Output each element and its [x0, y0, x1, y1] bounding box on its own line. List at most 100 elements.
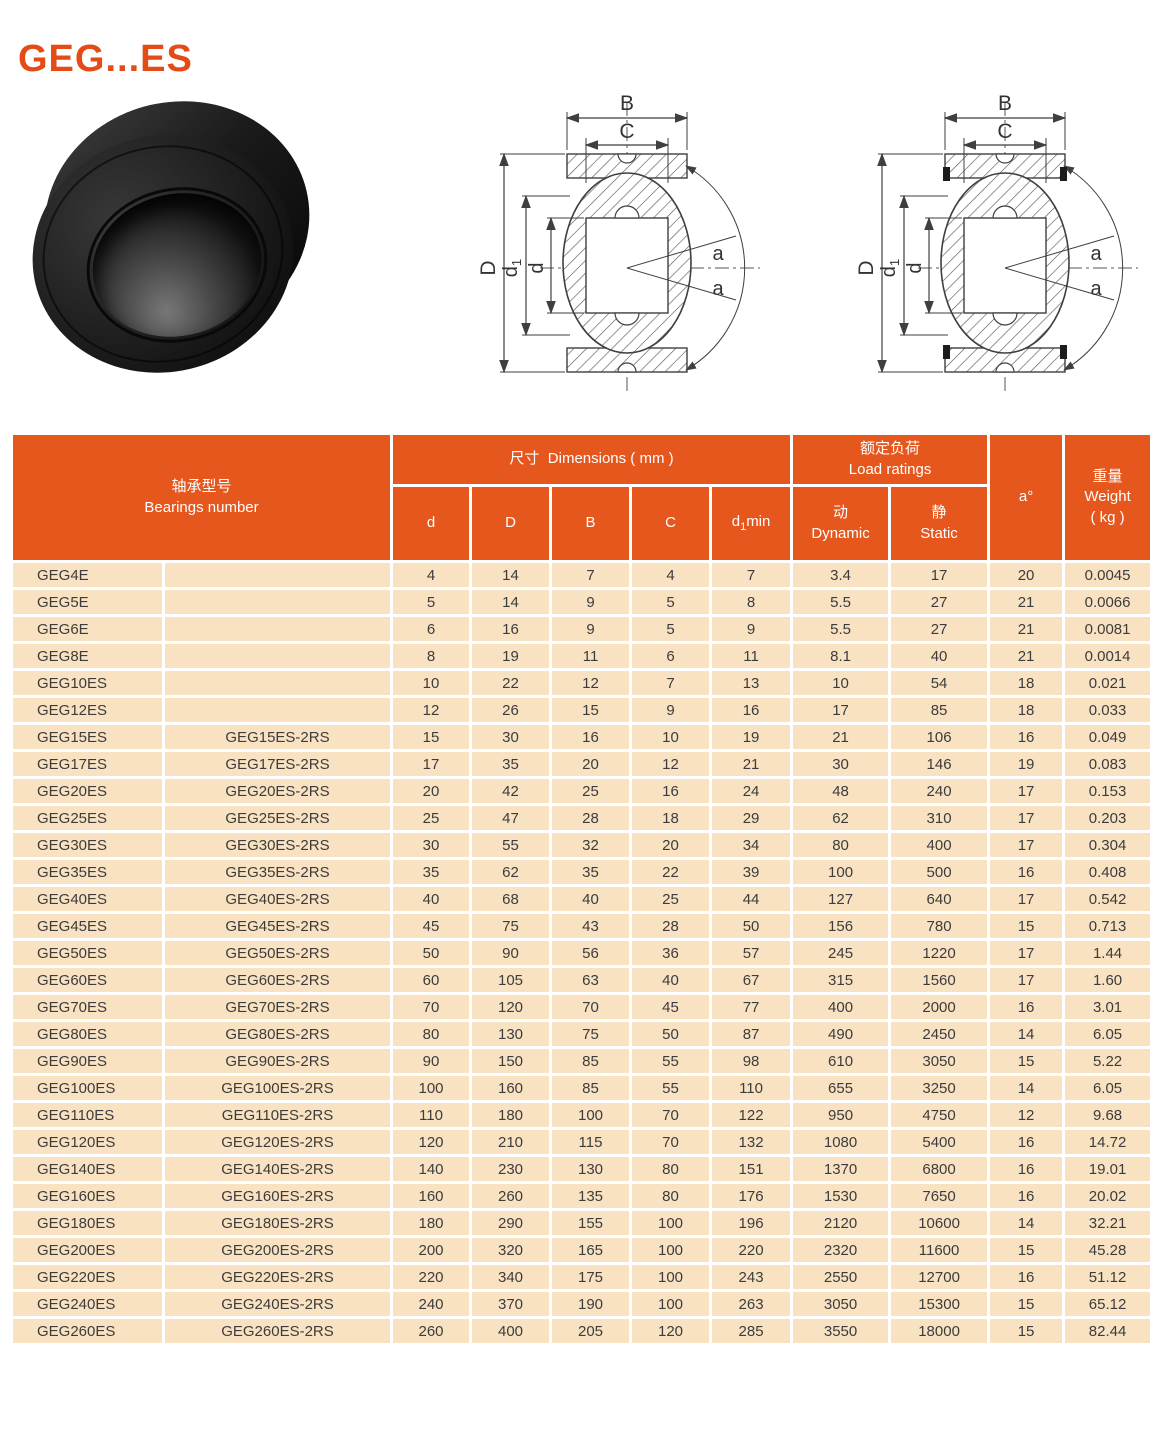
cell-bearing-number-2rs — [161, 614, 394, 644]
table-row: GEG40ES GEG40ES-2RS 40 68 40 25 44 127 6… — [10, 884, 1154, 914]
cell-bearing-number: GEG80ES — [10, 1019, 165, 1049]
cell-static: 17 — [888, 560, 991, 590]
cell-bearing-number: GEG5E — [10, 587, 165, 617]
cell-d1min: 176 — [709, 1181, 794, 1211]
cell-bearing-number: GEG200ES — [10, 1235, 165, 1265]
cell-D: 55 — [469, 830, 553, 860]
cell-bearing-number: GEG17ES — [10, 749, 165, 779]
cell-angle: 17 — [987, 830, 1066, 860]
cell-bearing-number: GEG220ES — [10, 1262, 165, 1292]
cell-angle: 16 — [987, 1127, 1066, 1157]
cell-dynamic: 62 — [790, 803, 892, 833]
cell-B: 9 — [549, 587, 633, 617]
cell-dynamic: 5.5 — [790, 587, 892, 617]
cell-weight: 1.44 — [1062, 938, 1154, 968]
cell-C: 55 — [629, 1046, 713, 1076]
cell-bearing-number: GEG40ES — [10, 884, 165, 914]
cell-static: 85 — [888, 695, 991, 725]
cell-d: 220 — [390, 1262, 473, 1292]
cell-weight: 6.05 — [1062, 1019, 1154, 1049]
cell-D: 130 — [469, 1019, 553, 1049]
cell-C: 50 — [629, 1019, 713, 1049]
cell-D: 400 — [469, 1316, 553, 1346]
table-row: GEG20ES GEG20ES-2RS 20 42 25 16 24 48 24… — [10, 776, 1154, 806]
cell-D: 150 — [469, 1046, 553, 1076]
cell-angle: 16 — [987, 1262, 1066, 1292]
cell-B: 11 — [549, 641, 633, 671]
cell-bearing-number: GEG25ES — [10, 803, 165, 833]
header-col-C: C — [629, 484, 713, 563]
cell-static: 3250 — [888, 1073, 991, 1103]
cell-bearing-number: GEG100ES — [10, 1073, 165, 1103]
cell-dynamic: 8.1 — [790, 641, 892, 671]
cell-d: 200 — [390, 1235, 473, 1265]
cell-B: 16 — [549, 722, 633, 752]
cell-B: 70 — [549, 992, 633, 1022]
cell-B: 32 — [549, 830, 633, 860]
cell-C: 100 — [629, 1235, 713, 1265]
cell-d1min: 7 — [709, 560, 794, 590]
cell-bearing-number-2rs: GEG90ES-2RS — [161, 1046, 394, 1076]
cell-C: 22 — [629, 857, 713, 887]
cell-weight: 0.0045 — [1062, 560, 1154, 590]
cell-D: 90 — [469, 938, 553, 968]
header-angle: a° — [987, 432, 1066, 563]
cell-angle: 18 — [987, 668, 1066, 698]
table-row: GEG240ES GEG240ES-2RS 240 370 190 100 26… — [10, 1289, 1154, 1319]
cell-d: 180 — [390, 1208, 473, 1238]
cell-d: 45 — [390, 911, 473, 941]
table-row: GEG110ES GEG110ES-2RS 110 180 100 70 122… — [10, 1100, 1154, 1130]
bearing-cross-section-drawing — [452, 88, 782, 406]
cell-angle: 17 — [987, 938, 1066, 968]
cell-static: 18000 — [888, 1316, 991, 1346]
cell-dynamic: 1080 — [790, 1127, 892, 1157]
header-bearings-number: 轴承型号 Bearings number — [9, 432, 394, 563]
cell-bearing-number-2rs — [161, 695, 394, 725]
cell-bearing-number-2rs: GEG160ES-2RS — [161, 1181, 394, 1211]
cell-weight: 0.021 — [1062, 668, 1154, 698]
cell-D: 68 — [469, 884, 553, 914]
cell-B: 130 — [549, 1154, 633, 1184]
cell-dynamic: 2320 — [790, 1235, 892, 1265]
table-row: GEG17ES GEG17ES-2RS 17 35 20 12 21 30 14… — [10, 749, 1154, 779]
cell-d1min: 122 — [709, 1100, 794, 1130]
cell-d: 5 — [390, 587, 473, 617]
cell-d1min: 11 — [709, 641, 794, 671]
cell-d: 260 — [390, 1316, 473, 1346]
cell-dynamic: 950 — [790, 1100, 892, 1130]
header-dimensions: 尺寸 Dimensions ( mm ) — [390, 432, 794, 487]
cell-angle: 17 — [987, 776, 1066, 806]
cell-C: 25 — [629, 884, 713, 914]
cell-weight: 14.72 — [1062, 1127, 1154, 1157]
cell-d: 50 — [390, 938, 473, 968]
table-row: GEG45ES GEG45ES-2RS 45 75 43 28 50 156 7… — [10, 911, 1154, 941]
cell-d1min: 9 — [709, 614, 794, 644]
cell-B: 85 — [549, 1046, 633, 1076]
cell-d1min: 98 — [709, 1046, 794, 1076]
cell-bearing-number: GEG70ES — [10, 992, 165, 1022]
header-col-D: D — [469, 484, 553, 563]
cell-weight: 0.408 — [1062, 857, 1154, 887]
cell-dynamic: 245 — [790, 938, 892, 968]
cell-dynamic: 1530 — [790, 1181, 892, 1211]
cell-bearing-number: GEG90ES — [10, 1046, 165, 1076]
cell-angle: 14 — [987, 1208, 1066, 1238]
cell-dynamic: 156 — [790, 911, 892, 941]
cell-weight: 6.05 — [1062, 1073, 1154, 1103]
cell-bearing-number: GEG45ES — [10, 911, 165, 941]
cell-angle: 21 — [987, 587, 1066, 617]
cell-D: 19 — [469, 641, 553, 671]
cell-d1min: 263 — [709, 1289, 794, 1319]
cell-C: 12 — [629, 749, 713, 779]
cell-bearing-number: GEG140ES — [10, 1154, 165, 1184]
cell-dynamic: 17 — [790, 695, 892, 725]
cell-bearing-number: GEG120ES — [10, 1127, 165, 1157]
cell-weight: 51.12 — [1062, 1262, 1154, 1292]
cell-B: 56 — [549, 938, 633, 968]
cell-static: 6800 — [888, 1154, 991, 1184]
cell-weight: 32.21 — [1062, 1208, 1154, 1238]
cell-angle: 21 — [987, 641, 1066, 671]
cell-B: 165 — [549, 1235, 633, 1265]
cell-C: 100 — [629, 1208, 713, 1238]
header-col-d: d — [390, 484, 473, 563]
